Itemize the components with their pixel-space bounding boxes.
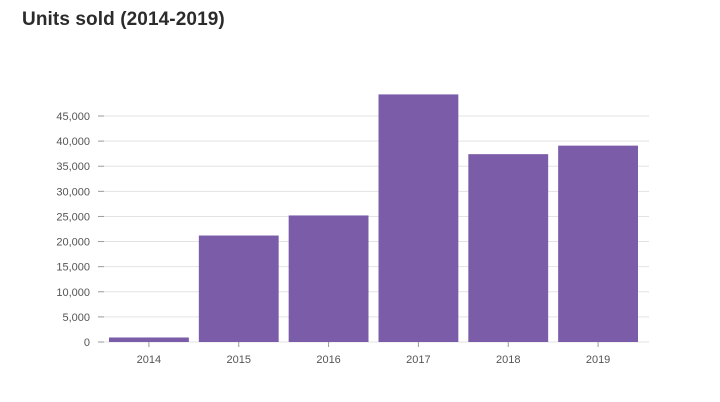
- y-axis: 0 5,000 10,000 15,000 20,000 25,000 30,000 35,0…: [56, 111, 104, 349]
- x-tick-label: 2014: [137, 354, 161, 366]
- x-tick-label: 2018: [496, 354, 520, 366]
- bar-2018: [468, 154, 549, 342]
- y-tick-label: 15,000: [56, 262, 90, 274]
- x-tick-label: 2017: [406, 354, 430, 366]
- y-tick-label: 0: [84, 337, 90, 349]
- bar-2014: [109, 337, 189, 342]
- y-tick-label: 40,000: [56, 136, 90, 148]
- bar-2019: [558, 145, 638, 342]
- y-tick-label: 35,000: [56, 161, 90, 173]
- chart-title: Units sold (2014-2019): [22, 9, 225, 30]
- y-tick-label: 25,000: [56, 211, 90, 223]
- bars: [109, 94, 638, 342]
- x-tick-label: 2015: [227, 354, 251, 366]
- y-tick-label: 20,000: [56, 237, 90, 249]
- y-tick-label: 5,000: [62, 312, 90, 324]
- bar-2017: [378, 94, 459, 342]
- y-tick-label: 45,000: [56, 111, 90, 123]
- y-tick-label: 30,000: [56, 186, 90, 198]
- x-tick-label: 2016: [316, 354, 340, 366]
- bar-2015: [198, 235, 279, 342]
- y-tick-label: 10,000: [56, 287, 90, 299]
- bar-2016: [288, 215, 369, 342]
- x-axis: 2014 2015 2016 2017 2018 2019: [137, 342, 610, 366]
- x-tick-label: 2019: [586, 354, 610, 366]
